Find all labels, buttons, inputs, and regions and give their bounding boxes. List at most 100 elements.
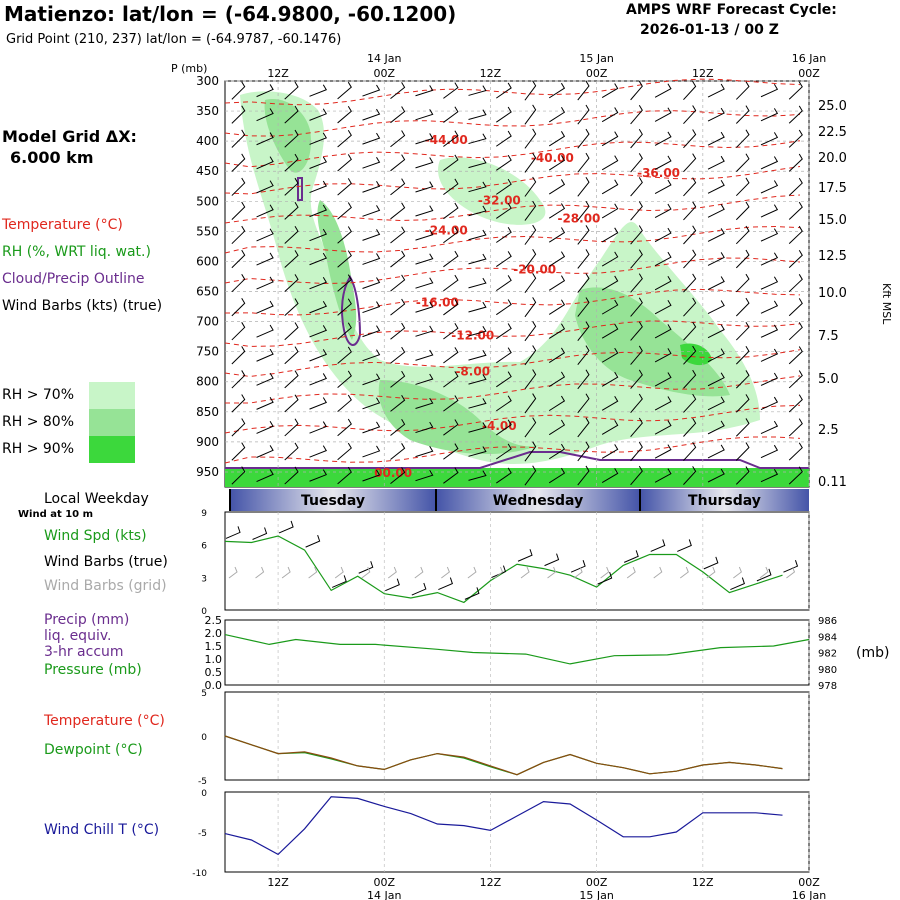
wind-barb <box>548 371 566 387</box>
precip-tick-label: 1.0 <box>205 653 223 666</box>
wind-barb <box>683 201 697 221</box>
wind-barb <box>735 153 750 172</box>
wind-barb <box>524 176 537 197</box>
wind-barb-grid <box>281 566 291 579</box>
wind-barb <box>309 301 328 314</box>
wind-barb-grid <box>467 566 477 579</box>
wind-barb <box>309 156 328 169</box>
panel-tick-label: -10 <box>192 869 207 879</box>
wind-barb-true <box>730 577 745 591</box>
wind-barb <box>707 131 725 146</box>
wind-barb <box>601 83 619 99</box>
pressure-tick-label: 650 <box>196 285 219 299</box>
legend-wind-barbs-true: Wind Barbs (true) <box>44 554 168 570</box>
wind-barb <box>707 348 725 363</box>
wind-barb <box>468 398 487 409</box>
rh-swatch-90 <box>89 436 135 463</box>
wind-barb-true <box>358 561 374 574</box>
legend-wind-barbs-grid: Wind Barbs (grid) <box>44 578 167 594</box>
wind-barb <box>760 276 779 290</box>
wind-barb <box>415 157 434 169</box>
precip-tick-label: 0.5 <box>205 666 223 679</box>
wind-barb <box>548 299 566 315</box>
wind-barb <box>601 131 619 147</box>
grid-label: Model Grid ΔX: <box>2 127 137 146</box>
wind-barb <box>788 153 803 172</box>
isotherm-line <box>224 404 801 434</box>
pressure-line <box>224 634 810 665</box>
legend-precip: Precip (mm) <box>44 612 130 628</box>
top-time-label: 00Z <box>798 67 820 80</box>
wind-barb <box>415 470 434 482</box>
wind-barb <box>468 229 487 241</box>
weekday-band <box>640 489 809 511</box>
wind-barb <box>309 373 328 386</box>
wind-barb-true <box>252 527 268 540</box>
wind-barb <box>256 228 274 242</box>
wind-barb <box>415 373 434 385</box>
panel-tick-label: 6 <box>201 542 207 552</box>
top-time-label: 00Z <box>586 67 608 80</box>
wind-barb-grid <box>387 566 397 579</box>
wind-barb <box>735 201 750 221</box>
wind-barb-true <box>491 565 507 579</box>
panel-frame <box>224 791 810 873</box>
wind-barb <box>683 369 697 389</box>
wind-barb <box>256 252 274 266</box>
wind-barb <box>601 347 619 363</box>
wind-barb <box>683 273 697 293</box>
wind-barb <box>390 250 406 268</box>
wind-barb <box>524 441 537 462</box>
wind-barb-grid <box>600 566 610 579</box>
wind-barb <box>548 323 566 339</box>
top-time-label: 00Z <box>373 67 395 80</box>
wind-barb <box>577 417 590 438</box>
wind-barb <box>654 155 672 170</box>
wind-barb <box>548 467 566 484</box>
panel-tick-label: 0 <box>201 789 207 799</box>
wind-barb <box>309 204 328 218</box>
wind-barb <box>415 277 434 289</box>
wind-barb <box>577 128 590 149</box>
wind-barb <box>362 84 381 97</box>
wind-barb <box>601 420 619 435</box>
wind-barb <box>390 202 406 220</box>
series-line <box>224 735 783 776</box>
wind-barb-true <box>438 577 453 591</box>
wind-barb <box>707 83 725 98</box>
panel-tick-label: -5 <box>198 777 207 787</box>
height-tick-label: 15.0 <box>818 213 847 228</box>
wind-barb <box>256 300 274 314</box>
wind-barb-true <box>597 571 613 585</box>
wind-barb <box>231 322 246 341</box>
wind-barb <box>309 228 328 242</box>
wind-barb <box>601 275 619 291</box>
wind-barb <box>683 345 697 365</box>
wind-barb <box>577 152 590 173</box>
wind-barb <box>630 345 643 365</box>
wind-barb <box>548 347 566 363</box>
pressure-tick-label: 450 <box>196 164 219 178</box>
wind-barb <box>231 297 246 317</box>
legend-wind-speed: Wind Spd (kts) <box>44 528 147 544</box>
wind-barb <box>735 249 750 269</box>
wind-barb <box>496 419 512 436</box>
wind-barb <box>735 466 750 485</box>
wind-barb-grid <box>733 566 742 579</box>
bottom-time-label: 00Z <box>373 876 395 889</box>
wind-barb <box>337 226 352 244</box>
wind-barb <box>231 249 246 269</box>
wind-barb <box>788 370 803 389</box>
wind-barb <box>683 321 697 341</box>
wind-barb <box>760 84 779 98</box>
local-weekday-label: Local Weekday <box>44 491 149 507</box>
wind-barb <box>231 394 246 413</box>
wind-barb <box>788 274 803 293</box>
wind-barb <box>577 441 590 462</box>
wind-barb <box>577 176 590 197</box>
grid-point-subtitle: Grid Point (210, 237) lat/lon = (-64.978… <box>6 32 342 47</box>
top-time-label: 12Z <box>692 67 714 80</box>
wind-barb <box>284 370 299 389</box>
wind-barb <box>415 109 434 121</box>
